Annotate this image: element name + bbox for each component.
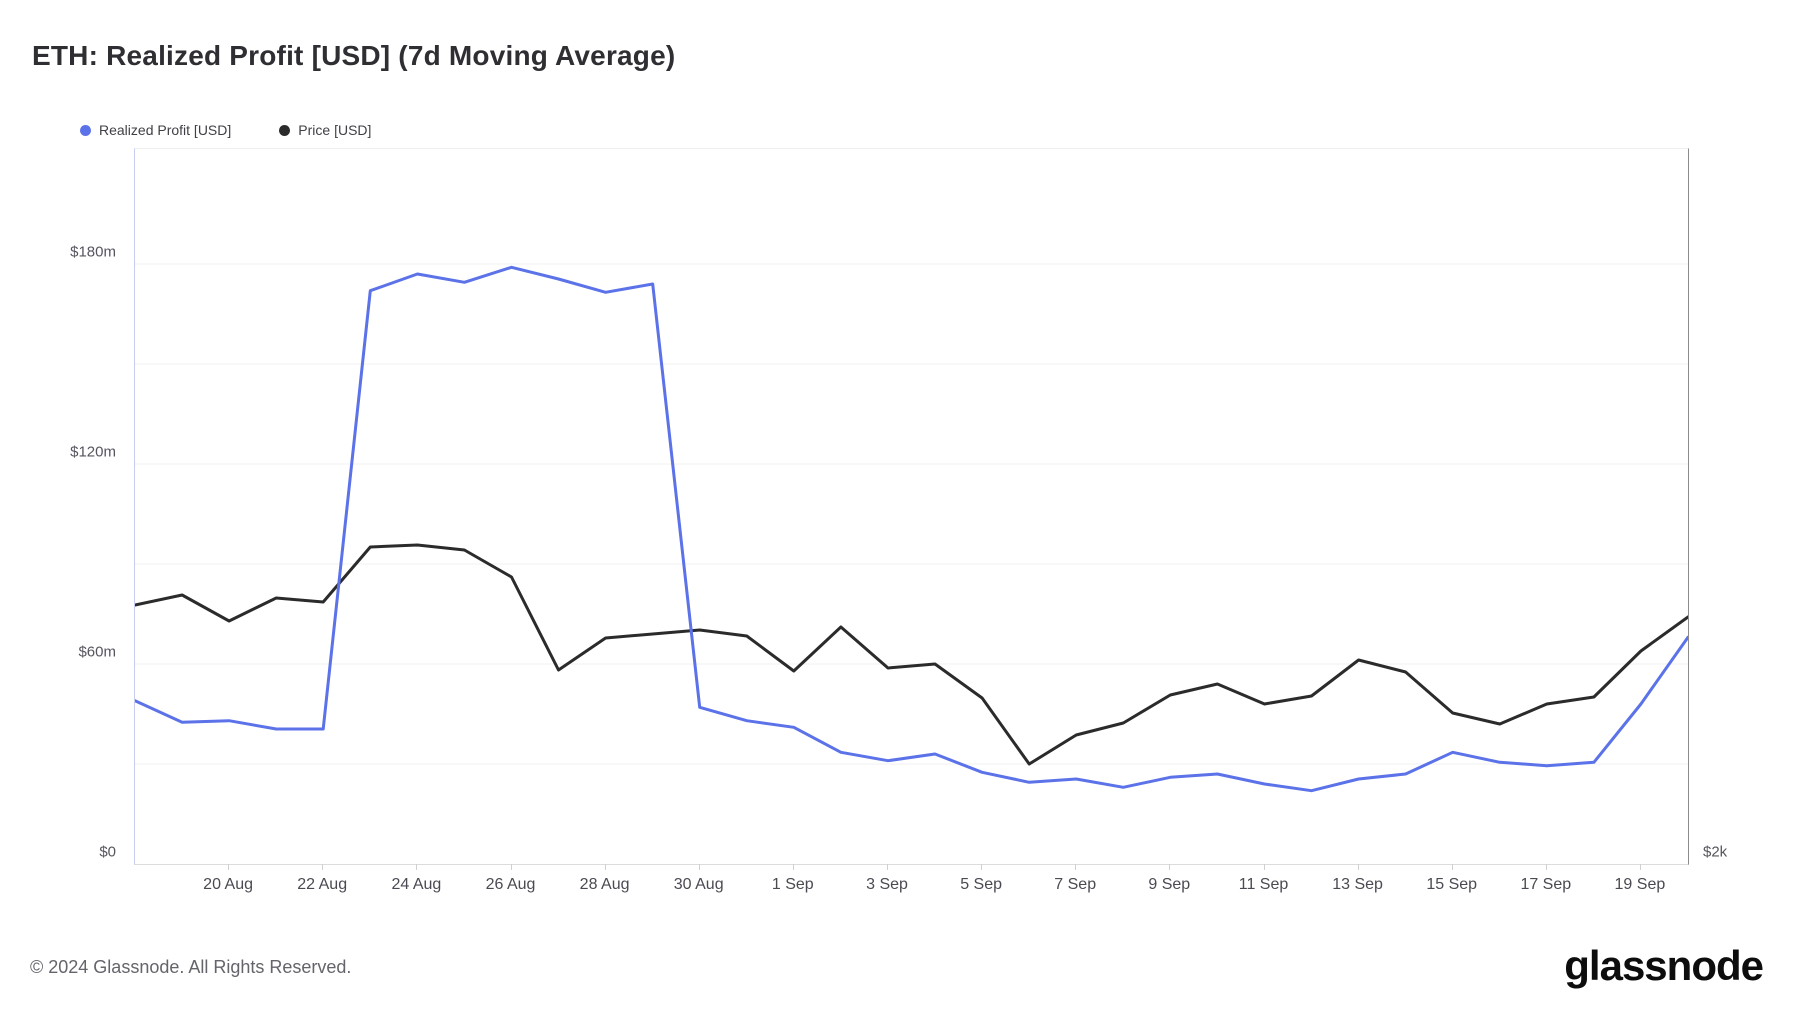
x-axis-tick [1263, 864, 1265, 870]
x-axis-tick [1075, 864, 1077, 870]
x-axis-label: 20 Aug [203, 876, 254, 893]
x-axis-label: 11 Sep [1238, 876, 1289, 893]
y-axis-label-180m: $180m [70, 243, 116, 261]
legend-item-price[interactable]: Price [USD] [279, 122, 371, 138]
x-axis-tick [1639, 864, 1641, 870]
legend-label: Price [USD] [298, 122, 372, 138]
x-axis-tick [1451, 864, 1453, 870]
x-axis-tick [1169, 864, 1171, 870]
x-axis-label: 3 Sep [866, 876, 908, 893]
legend-dot-black-icon [279, 124, 291, 136]
x-axis-tick [510, 864, 512, 870]
x-axis-tick [792, 864, 794, 870]
line-chart [135, 263, 1688, 793]
copyright-text: © 2024 Glassnode. All Rights Reserved. [30, 957, 352, 977]
x-axis-label: 28 Aug [579, 876, 630, 893]
x-axis-tick [981, 864, 983, 870]
x-axis-tick [416, 864, 418, 870]
y-axis-label-2k: $2k [1703, 843, 1728, 861]
x-axis-label: 17 Sep [1520, 876, 1572, 893]
x-axis-label: 13 Sep [1332, 876, 1383, 893]
x-axis-label: 9 Sep [1148, 876, 1191, 893]
x-axis-label: 1 Sep [771, 876, 814, 893]
x-axis-tick [1357, 864, 1359, 870]
price-line [135, 543, 1688, 766]
x-axis-tick [604, 864, 606, 870]
y-axis-label-120m: $120m [70, 443, 116, 461]
x-axis-label: 26 Aug [485, 876, 536, 893]
x-axis-tick [887, 864, 888, 870]
x-axis-tick [698, 864, 700, 870]
realized-profit-line [135, 265, 1688, 793]
glassnode-logo[interactable]: glassnode [1564, 942, 1764, 989]
y-axis-label-0: $0 [99, 843, 116, 861]
y-axis-label-60m: $60m [78, 643, 116, 661]
legend-label: Realized Profit [USD] [99, 122, 232, 138]
x-axis-tick [1545, 864, 1547, 870]
x-axis-label: 5 Sep [960, 876, 1002, 893]
plot-area[interactable] [134, 148, 1689, 865]
x-axis-label: 22 Aug [297, 876, 348, 893]
legend-dot-blue-icon [80, 124, 91, 136]
x-axis-label: 7 Sep [1054, 876, 1097, 893]
chart-legend: Realized Profit [USD] Price [USD] [80, 122, 371, 138]
x-axis-label: 15 Sep [1426, 876, 1478, 893]
legend-item-realized-profit[interactable]: Realized Profit [USD] [80, 122, 231, 138]
x-axis-label: 24 Aug [391, 876, 442, 893]
chart-title: ETH: Realized Profit [USD] (7d Moving Av… [32, 40, 676, 71]
x-axis-tick [228, 864, 230, 870]
x-axis-tick [322, 864, 324, 870]
gridlines [135, 263, 1688, 765]
x-axis-label: 19 Sep [1614, 876, 1666, 893]
x-axis-label: 30 Aug [673, 876, 724, 893]
